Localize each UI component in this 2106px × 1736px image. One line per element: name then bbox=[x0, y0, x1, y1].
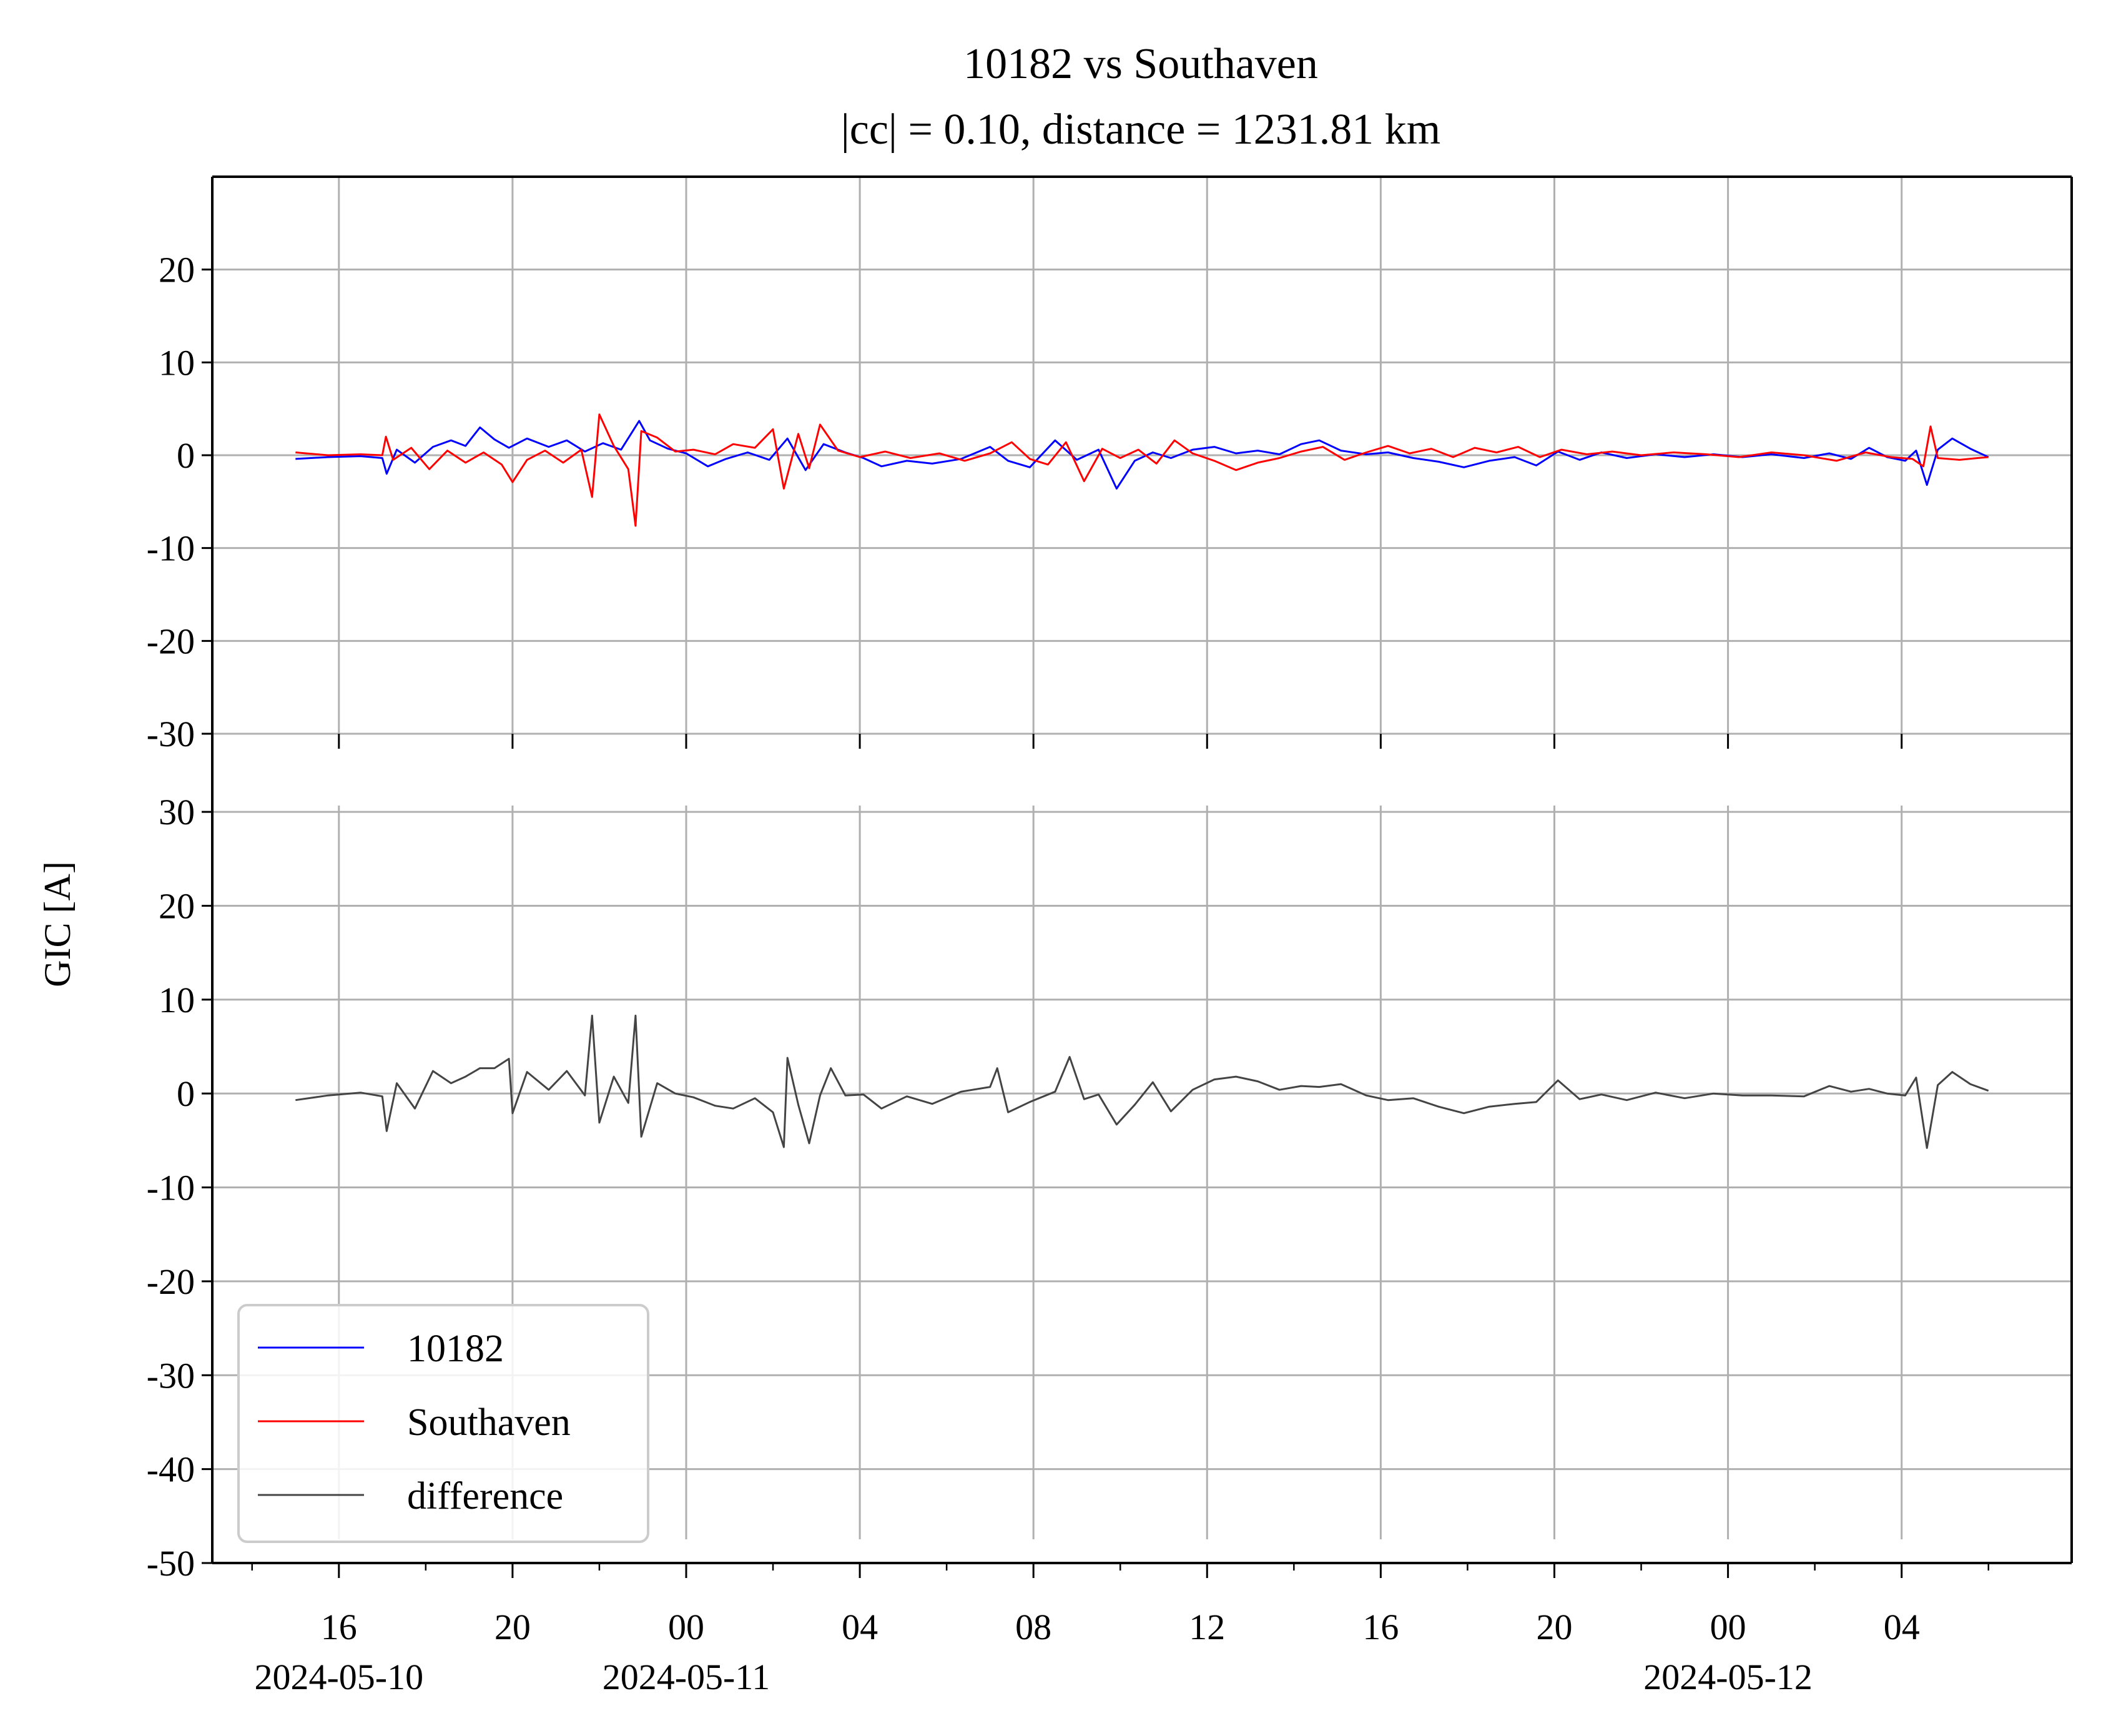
top-panel-grid bbox=[212, 177, 2072, 735]
top-y-tick-label: 20 bbox=[159, 250, 195, 290]
bottom-y-tick-label: -20 bbox=[147, 1261, 195, 1302]
top-y-tick-label: -30 bbox=[147, 714, 195, 754]
x-tick-label: 20 bbox=[1536, 1607, 1572, 1647]
x-date-label: 2024-05-11 bbox=[603, 1657, 770, 1697]
x-date-label: 2024-05-10 bbox=[254, 1657, 423, 1697]
legend-box bbox=[237, 1304, 649, 1543]
legend-label-southaven: Southaven bbox=[407, 1401, 571, 1444]
bottom-y-tick-label: 30 bbox=[159, 792, 195, 832]
bottom-y-tick-label: -30 bbox=[147, 1355, 195, 1396]
top-panel-y-ticks: 20 10 0 -10 -20 -30 bbox=[147, 250, 212, 754]
x-tick-label: 08 bbox=[1015, 1607, 1051, 1647]
bottom-y-tick-label: -50 bbox=[147, 1543, 195, 1584]
x-axis: 16 20 00 04 08 12 16 20 00 04 2024-05-10 2024-05-11… bbox=[251, 734, 1989, 1697]
top-y-tick-label: -10 bbox=[147, 528, 195, 569]
bottom-y-tick-label: -40 bbox=[147, 1449, 195, 1490]
bottom-y-tick-label: 0 bbox=[177, 1073, 195, 1114]
chart-subtitle: |cc| = 0.10, distance = 1231.81 km bbox=[841, 106, 1440, 154]
bottom-panel-y-ticks: 30 20 10 0 -10 -20 -30 -40 -50 bbox=[147, 792, 212, 1584]
x-tick-label: 20 bbox=[495, 1607, 531, 1647]
legend-label-10182: 10182 bbox=[407, 1328, 504, 1370]
y-axis-label: GIC [A] bbox=[37, 861, 78, 987]
legend-label-difference: difference bbox=[407, 1475, 563, 1517]
x-tick-label: 04 bbox=[1884, 1607, 1920, 1647]
top-panel-series bbox=[295, 413, 1989, 527]
x-tick-label: 00 bbox=[668, 1607, 704, 1647]
top-panel: 20 10 0 -10 -20 -30 bbox=[147, 177, 2072, 754]
axes-frame bbox=[211, 175, 2073, 1564]
top-y-tick-label: -20 bbox=[147, 621, 195, 661]
x-tick-label: 00 bbox=[1710, 1607, 1746, 1647]
chart-title: 10182 vs Southaven bbox=[963, 40, 1318, 88]
x-tick-label: 12 bbox=[1189, 1607, 1225, 1647]
top-y-tick-label: 0 bbox=[177, 435, 195, 476]
x-tick-label: 16 bbox=[321, 1607, 357, 1647]
x-tick-label: 04 bbox=[842, 1607, 878, 1647]
series-line-southaven bbox=[295, 413, 1989, 527]
bottom-y-tick-label: -10 bbox=[147, 1168, 195, 1208]
legend: 10182 Southaven difference bbox=[237, 1304, 649, 1543]
x-tick-label: 16 bbox=[1362, 1607, 1399, 1647]
bottom-y-tick-label: 20 bbox=[159, 885, 195, 926]
x-date-label: 2024-05-12 bbox=[1643, 1657, 1813, 1697]
top-y-tick-label: 10 bbox=[159, 342, 195, 383]
series-line-difference bbox=[295, 1014, 1989, 1149]
bottom-panel-series bbox=[295, 1014, 1989, 1149]
bottom-y-tick-label: 10 bbox=[159, 980, 195, 1020]
